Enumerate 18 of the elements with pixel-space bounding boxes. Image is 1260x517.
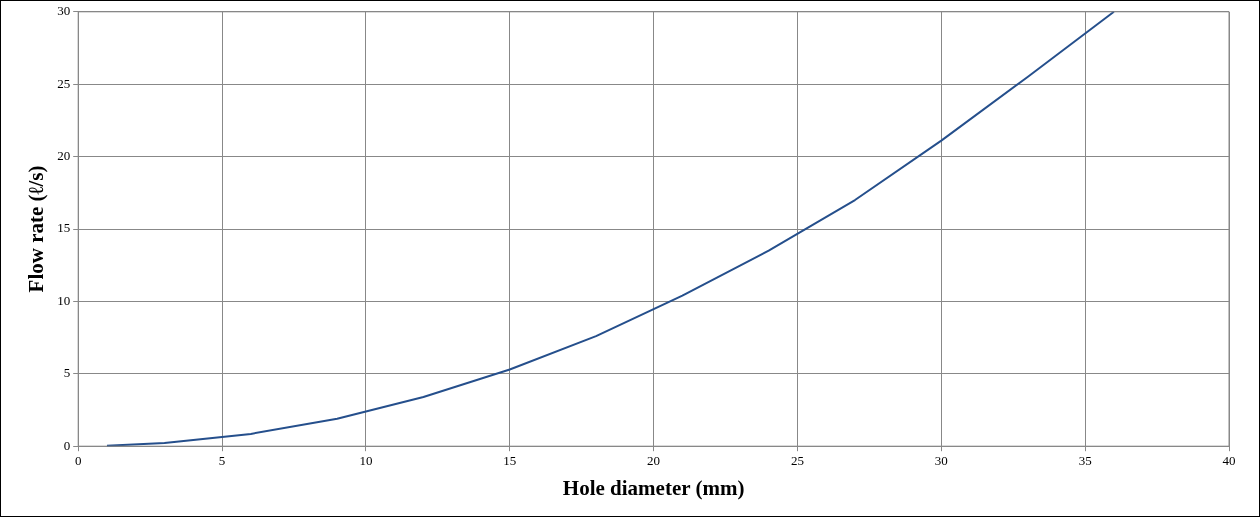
y-tick-label: 30	[57, 3, 71, 19]
x-tick-label: 0	[74, 453, 82, 469]
y-tick-label: 0	[63, 437, 71, 453]
x-tick-label: 15	[503, 453, 517, 469]
y-tick-label: 15	[57, 220, 71, 236]
y-tick-label: 25	[57, 75, 71, 91]
y-axis-title: Flow rate (ℓ/s)	[24, 165, 49, 293]
x-tick-label: 20	[647, 453, 661, 469]
x-tick-label: 10	[359, 453, 373, 469]
x-tick-label: 25	[790, 453, 804, 469]
y-tick-label: 5	[63, 365, 71, 381]
y-tick-label: 20	[57, 148, 71, 164]
x-tick-label: 40	[1222, 453, 1236, 469]
y-tick-label: 10	[57, 292, 71, 308]
x-tick-label: 35	[1078, 453, 1092, 469]
x-tick-label: 5	[218, 453, 226, 469]
x-tick-label: 30	[934, 453, 948, 469]
x-axis-title: Hole diameter (mm)	[562, 475, 745, 500]
